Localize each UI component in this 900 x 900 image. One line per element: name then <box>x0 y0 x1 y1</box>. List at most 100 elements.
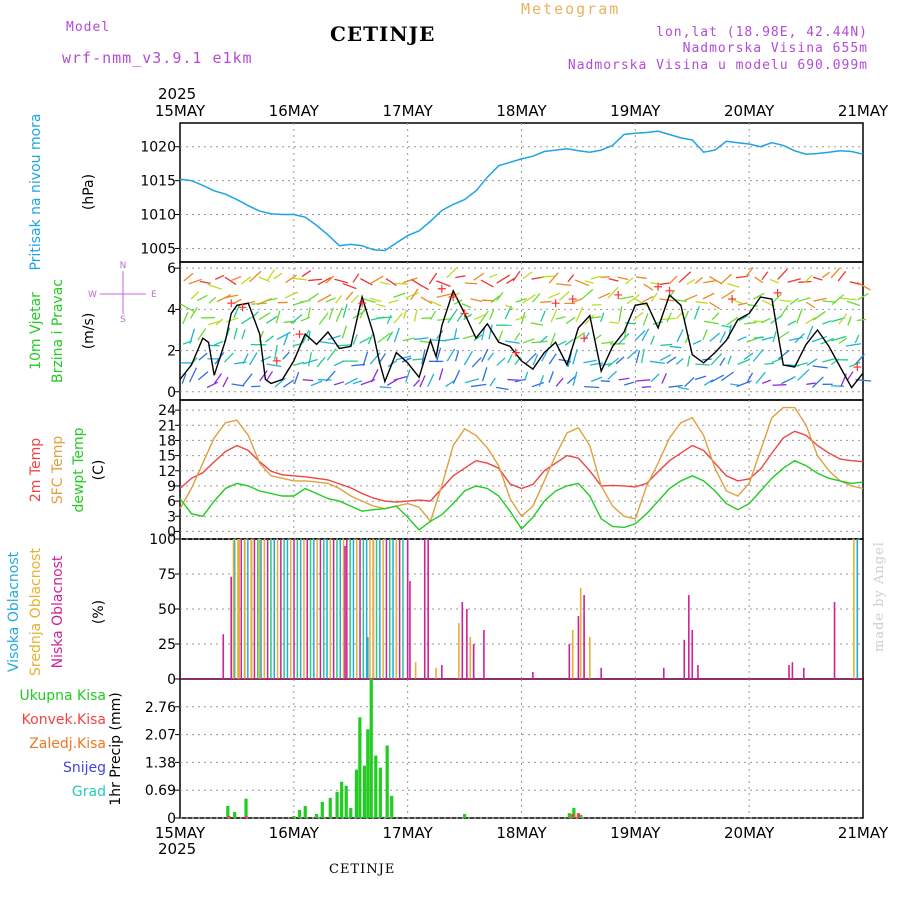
wind-arrow <box>522 338 535 344</box>
wind-arrow <box>617 332 630 345</box>
wind-arrow <box>352 334 358 346</box>
meteogram-label: Meteogram <box>521 0 621 18</box>
precip-conv-bar <box>227 815 231 818</box>
wind-arrow <box>233 304 241 318</box>
wind-arrow <box>777 268 788 280</box>
wind-arrow <box>504 340 520 344</box>
wind-arrow <box>584 385 600 389</box>
top-date-tick: 21MAY <box>838 102 889 120</box>
wind-arrow <box>258 276 271 283</box>
wind-arrow <box>694 276 703 284</box>
gust-marker <box>773 288 782 297</box>
wind-arrow <box>377 332 391 343</box>
wind-arrow <box>661 373 667 384</box>
wind-arrow <box>584 280 594 284</box>
wind-arrow <box>619 295 634 300</box>
wind-arrow <box>846 300 860 307</box>
temp-axis-tick-label: 12 <box>158 464 176 480</box>
wind-arrow <box>744 321 757 325</box>
wind-arrow <box>540 275 556 278</box>
wind-arrow <box>755 371 766 384</box>
wind-arrow <box>522 294 536 304</box>
wind-arrow <box>556 283 572 287</box>
wind-arrow <box>608 277 619 282</box>
wind-arrow <box>359 306 367 319</box>
wind-arrow <box>233 327 238 340</box>
wind-arrow <box>609 321 620 324</box>
wind-arrow <box>283 379 295 388</box>
wind-arrow <box>532 293 541 303</box>
wind-arrow <box>496 291 504 301</box>
wind-arrow <box>684 310 689 320</box>
precip-total-bar <box>579 814 583 818</box>
wind-arrow <box>634 330 646 341</box>
wind-arrow <box>290 314 303 325</box>
wind-arrow <box>379 386 392 389</box>
wind-arrow <box>326 348 337 361</box>
wind-arrow <box>583 359 597 364</box>
wind-arrow <box>319 341 335 345</box>
wind-arrow <box>213 340 224 346</box>
wind-arrow <box>362 298 376 304</box>
wind-arrow <box>787 320 797 326</box>
gust-marker <box>449 293 458 302</box>
wind-arrow <box>822 358 835 363</box>
compass-south: S <box>120 315 126 325</box>
model-label: Model <box>66 20 111 35</box>
wind-arrow <box>779 299 792 303</box>
wind-ylabel-1: 10m Vjetar <box>28 292 44 370</box>
wind-arrow <box>293 361 305 366</box>
wind-axis-tick-label: 6 <box>167 261 176 277</box>
wind-arrow <box>652 320 663 325</box>
wind-arrow <box>327 335 341 341</box>
wind-arrow <box>590 316 601 319</box>
wind-arrow <box>623 328 627 340</box>
wind-arrow <box>388 299 399 304</box>
wind-speed-line <box>179 288 864 389</box>
wind-arrow <box>478 310 489 325</box>
wind-arrow <box>275 310 281 324</box>
precip-total-bar <box>362 765 367 818</box>
wind-arrow <box>335 295 343 304</box>
wind-arrow <box>581 288 594 300</box>
wind-arrow <box>429 300 442 307</box>
cloud-axis-tick-label: 0 <box>167 672 176 688</box>
wind-arrow <box>772 384 787 386</box>
wind-arrow <box>590 376 603 383</box>
temp-ylabel-dewpt: dewpt Temp <box>71 427 87 512</box>
wind-arrow <box>299 299 311 303</box>
wind-arrow <box>600 312 605 323</box>
wind-arrow <box>636 276 647 279</box>
precip-total-bar <box>328 797 332 818</box>
temp-axis-tick-label: 3 <box>167 509 176 525</box>
wind-arrow <box>266 269 276 281</box>
wind-arrow <box>259 370 268 382</box>
wind-arrow <box>703 379 714 386</box>
cloud-axis-tick-label: 100 <box>149 532 176 548</box>
wind-arrow <box>497 330 504 342</box>
wind-arrow <box>512 270 521 282</box>
precip-total-bar <box>303 805 307 818</box>
wind-arrow <box>522 271 533 280</box>
wind-arrow <box>393 375 408 381</box>
wind-arrow <box>481 367 488 382</box>
wind-arrow <box>634 379 651 382</box>
precip-conv-bar <box>576 813 581 818</box>
wind-arrow <box>473 313 486 321</box>
gust-marker <box>272 356 281 365</box>
wind-arrow <box>506 277 516 284</box>
wind-arrow <box>489 377 496 387</box>
wind-arrow-field <box>179 266 872 391</box>
wind-arrow <box>386 331 394 342</box>
gust-marker <box>665 286 674 295</box>
wind-arrow <box>623 381 635 386</box>
wind-arrow <box>624 322 636 325</box>
wind-arrow <box>659 298 675 302</box>
wind-arrow <box>676 329 684 343</box>
wind-compass: N S W E <box>88 261 157 325</box>
wind-arrow <box>857 292 869 301</box>
wind-arrow <box>471 357 482 368</box>
wind-arrow <box>214 274 225 280</box>
wind-arrow <box>822 320 832 325</box>
wind-arrow <box>514 378 526 383</box>
